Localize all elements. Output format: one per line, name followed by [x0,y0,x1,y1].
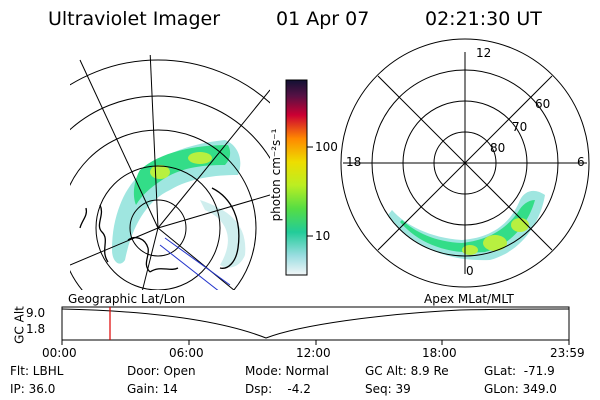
timeline-y-tick-min: 1.8 [26,322,46,336]
timeline-tick-1800: 18:00 [422,346,457,360]
timeline-tick-2359: 23:59 [550,346,585,360]
seq-info: Seq: 39 [365,382,411,396]
timeline-tick-0000: 00:00 [42,346,77,360]
mlt-label-6: 6 [577,155,585,169]
gain-info: Gain: 14 [127,382,178,396]
mode-info: Mode: Normal [245,364,329,378]
instrument-title: Ultraviolet Imager [48,8,221,30]
gc-alt-info: GC Alt: 8.9 Re [365,364,449,378]
glon-info: GLon: 349.0 [484,382,557,396]
glat-info: GLat: -71.9 [484,364,555,378]
mlt-label-18: 18 [346,155,362,169]
dsp-info: Dsp: -4.2 [245,382,311,396]
filter-info: Flt: LBHL [10,364,64,378]
observation-date: 01 Apr 07 [276,8,370,30]
apex-projection-label: Apex MLat/MLT [424,292,514,306]
colorbar-tick-100: 100 [315,140,338,154]
geographic-projection-label: Geographic Lat/Lon [68,292,186,306]
geo-emission-oval [112,140,246,268]
colorbar-tick-10: 10 [315,229,331,243]
timeline-tick-1200: 12:00 [296,346,331,360]
timeline-y-tick-max: 9.0 [26,306,46,320]
polar-emission-oval [388,190,545,261]
observation-time: 02:21:30 UT [425,8,542,30]
mlt-label-12: 12 [476,46,492,60]
ip-info: IP: 36.0 [10,382,56,396]
timeline-tick-0600: 06:00 [169,346,204,360]
lat-label-70: 70 [512,120,528,134]
lat-label-60: 60 [535,97,551,111]
lat-label-80: 80 [490,141,506,155]
mlt-label-0: 0 [466,264,474,278]
door-info: Door: Open [127,364,196,378]
